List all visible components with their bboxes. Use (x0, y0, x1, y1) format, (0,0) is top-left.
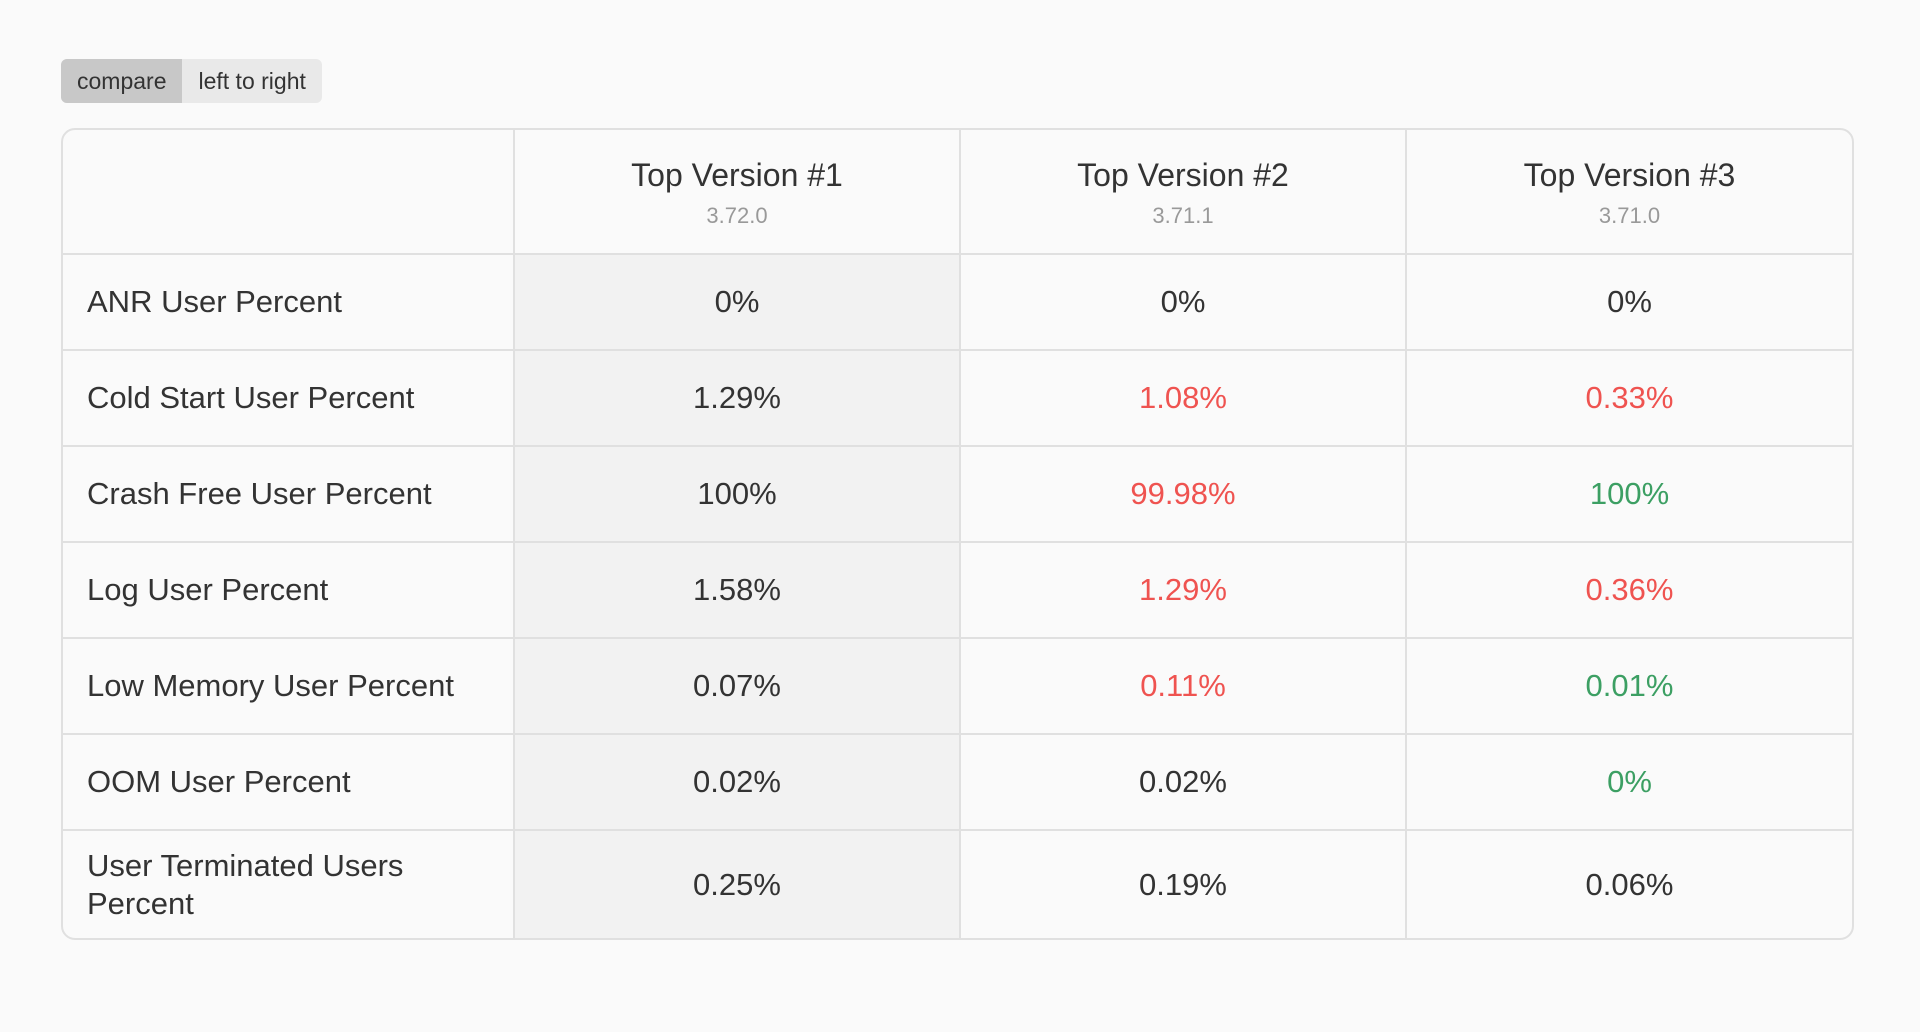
metric-label: User Terminated Users Percent (63, 830, 515, 938)
header-version-3: Top Version #3 3.71.0 (1406, 130, 1852, 255)
metric-label: Log User Percent (63, 542, 515, 639)
table-row: Crash Free User Percent 100% 99.98% 100% (63, 446, 1852, 543)
metric-value-version-2: 0.11% (960, 638, 1407, 735)
version-title: Top Version #3 (1523, 156, 1736, 193)
metric-value-version-2: 0% (960, 254, 1407, 351)
version-comparison-table: Top Version #1 3.72.0 Top Version #2 3.7… (61, 128, 1854, 940)
metric-value-version-1: 0% (514, 254, 961, 351)
metric-value-version-2: 0.02% (960, 734, 1407, 831)
metric-value-version-2: 1.08% (960, 350, 1407, 447)
metric-value-version-3: 100% (1406, 446, 1852, 543)
header-empty-cell (63, 130, 515, 255)
comparison-table: Top Version #1 3.72.0 Top Version #2 3.7… (63, 130, 1852, 938)
version-title: Top Version #2 (1077, 156, 1289, 193)
metric-value-version-1: 1.29% (514, 350, 961, 447)
metric-value-version-3: 0.06% (1585, 866, 1674, 902)
metric-label: Crash Free User Percent (63, 446, 515, 543)
metric-value-version-1: 0.25% (514, 830, 961, 938)
table-row: Cold Start User Percent 1.29% 1.08% 0.33% (63, 350, 1852, 447)
version-number: 3.71.1 (1152, 202, 1214, 228)
compare-button[interactable]: compare (61, 59, 183, 103)
table-header-row: Top Version #1 3.72.0 Top Version #2 3.7… (63, 130, 1852, 255)
table-row: Low Memory User Percent 0.07% 0.11% 0.01% (63, 638, 1852, 735)
table-row: ANR User Percent 0% 0% 0% (63, 254, 1852, 351)
metric-value-version-3: 0.36% (1406, 542, 1852, 639)
metric-value-version-1: 1.58% (514, 542, 961, 639)
table-row: Log User Percent 1.58% 1.29% 0.36% (63, 542, 1852, 639)
metric-value-version-3: 0.01% (1406, 638, 1852, 735)
metric-value-version-3: 0% (1406, 254, 1852, 351)
version-title: Top Version #1 (631, 156, 843, 193)
metric-label: Low Memory User Percent (63, 638, 515, 735)
metric-value-version-2: 99.98% (960, 446, 1407, 543)
metric-label: OOM User Percent (63, 734, 515, 831)
left-to-right-button[interactable]: left to right (198, 67, 306, 94)
metric-value-version-3: 0% (1406, 734, 1852, 831)
metric-value-version-3: 0.33% (1406, 350, 1852, 447)
table-body: ANR User Percent 0% 0% 0% Cold Start User Pe… (63, 254, 1852, 938)
version-number: 3.72.0 (706, 202, 768, 228)
metric-label: ANR User Percent (63, 254, 515, 351)
table-row: OOM User Percent 0.02% 0.02% 0% (63, 734, 1852, 831)
version-number: 3.71.0 (1598, 202, 1661, 228)
metric-value-version-2: 1.29% (960, 542, 1407, 639)
metric-value-version-1: 0.02% (514, 734, 961, 831)
metric-label: Cold Start User Percent (63, 350, 515, 447)
metric-value-version-1: 100% (514, 446, 961, 543)
metric-value-version-1: 0.07% (514, 638, 961, 735)
metric-value-version-2: 0.19% (960, 830, 1407, 938)
table-row: User Terminated Users Percent 0.25% 0.19% 0… (63, 830, 1852, 938)
header-version-2: Top Version #2 3.71.1 (960, 130, 1407, 255)
compare-direction-toggle: compare left to right (61, 59, 322, 103)
header-version-1: Top Version #1 3.72.0 (514, 130, 961, 255)
